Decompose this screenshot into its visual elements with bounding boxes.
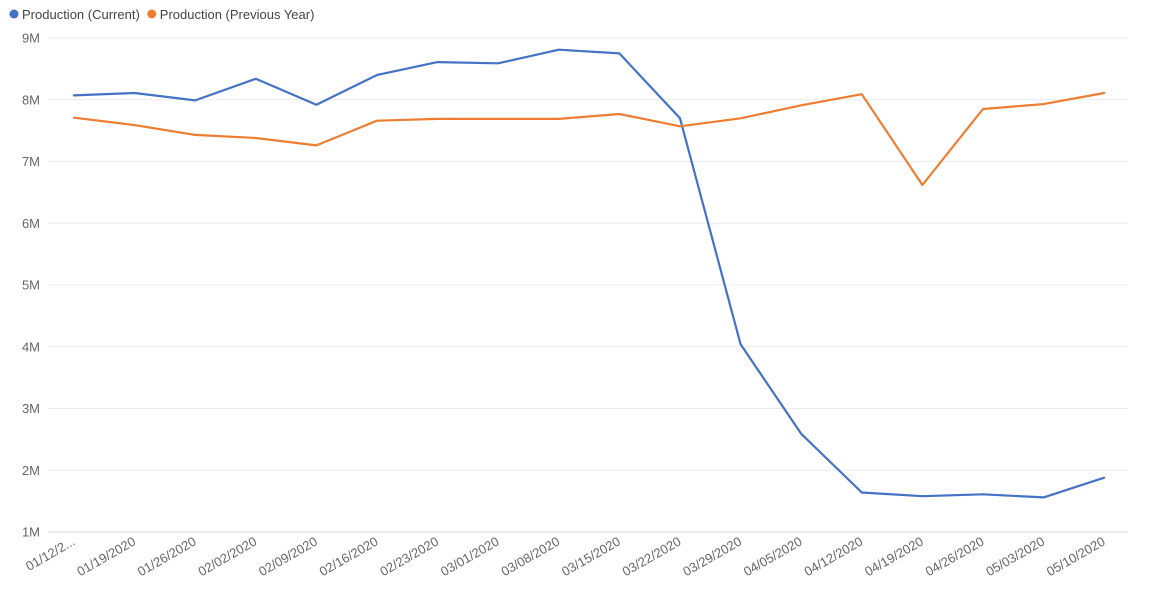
data-point[interactable]	[375, 118, 380, 123]
legend-item-current[interactable]: Production (Current)	[9, 7, 140, 22]
data-point[interactable]	[72, 93, 77, 98]
data-point[interactable]	[193, 98, 198, 103]
y-axis: 1M 2M 3M 4M 5M 6M 7M 8M 9M	[22, 31, 40, 540]
y-tick-label: 1M	[22, 525, 40, 540]
legend-marker-icon	[147, 9, 157, 19]
x-tick-label: 05/10/2020	[1044, 534, 1108, 580]
data-point[interactable]	[132, 123, 137, 128]
data-point[interactable]	[678, 116, 683, 121]
data-point[interactable]	[435, 60, 440, 65]
data-point[interactable]	[253, 136, 258, 141]
data-point[interactable]	[617, 51, 622, 56]
x-tick-label: 03/01/2020	[438, 534, 502, 580]
data-point[interactable]	[496, 61, 501, 66]
data-point[interactable]	[193, 132, 198, 137]
data-point[interactable]	[981, 492, 986, 497]
chart-legend[interactable]: Production (Current) Production (Previous…	[9, 7, 315, 22]
x-tick-label: 03/22/2020	[620, 534, 684, 580]
x-tick-label: 01/19/2020	[74, 534, 138, 580]
y-tick-label: 6M	[22, 216, 40, 231]
x-tick-label: 04/26/2020	[923, 534, 987, 580]
x-tick-label: 01/26/2020	[135, 534, 199, 580]
legend-item-previous-year[interactable]: Production (Previous Year)	[147, 7, 314, 22]
data-point[interactable]	[556, 116, 561, 121]
data-point[interactable]	[375, 73, 380, 78]
legend-marker-icon	[9, 9, 19, 19]
x-tick-label: 03/29/2020	[680, 534, 744, 580]
x-tick-label: 02/23/2020	[377, 534, 441, 580]
x-tick-label: 04/19/2020	[862, 534, 926, 580]
data-point[interactable]	[253, 76, 258, 81]
x-tick-label: 04/12/2020	[801, 534, 865, 580]
x-tick-label: 04/05/2020	[741, 534, 805, 580]
x-axis: 01/12/2...01/19/202001/26/202002/02/2020…	[23, 534, 1108, 580]
data-point[interactable]	[678, 124, 683, 129]
data-point[interactable]	[1041, 102, 1046, 107]
y-tick-label: 9M	[22, 31, 40, 46]
data-point[interactable]	[435, 116, 440, 121]
data-point[interactable]	[1041, 495, 1046, 500]
x-tick-label: 02/09/2020	[256, 534, 320, 580]
chart-gridlines	[48, 37, 1128, 533]
series-line-previous-year[interactable]	[72, 91, 1106, 187]
legend-label: Production (Previous Year)	[160, 7, 315, 22]
data-point[interactable]	[1102, 475, 1107, 480]
data-point[interactable]	[799, 103, 804, 108]
data-point[interactable]	[859, 490, 864, 495]
data-point[interactable]	[981, 107, 986, 112]
data-point[interactable]	[617, 111, 622, 116]
y-tick-label: 4M	[22, 339, 40, 354]
data-point[interactable]	[920, 182, 925, 187]
x-tick-label: 03/15/2020	[559, 534, 623, 580]
x-tick-label: 03/08/2020	[498, 534, 562, 580]
data-point[interactable]	[556, 47, 561, 52]
y-tick-label: 7M	[22, 154, 40, 169]
y-tick-label: 8M	[22, 92, 40, 107]
data-point[interactable]	[799, 431, 804, 436]
x-tick-label: 02/16/2020	[317, 534, 381, 580]
series-line-current[interactable]	[72, 48, 1106, 499]
y-tick-label: 3M	[22, 401, 40, 416]
series-layer	[72, 47, 1107, 500]
data-point[interactable]	[920, 494, 925, 499]
x-tick-label: 01/12/2...	[23, 534, 77, 574]
data-point[interactable]	[72, 115, 77, 120]
legend-label: Production (Current)	[22, 7, 140, 22]
data-point[interactable]	[859, 92, 864, 97]
data-point[interactable]	[496, 116, 501, 121]
data-point[interactable]	[1102, 90, 1107, 95]
x-tick-label: 02/02/2020	[195, 534, 259, 580]
y-tick-label: 2M	[22, 463, 40, 478]
data-point[interactable]	[314, 102, 319, 107]
x-tick-label: 05/03/2020	[983, 534, 1047, 580]
data-point[interactable]	[314, 143, 319, 148]
data-point[interactable]	[738, 342, 743, 347]
data-point[interactable]	[738, 116, 743, 121]
y-tick-label: 5M	[22, 278, 40, 293]
data-point[interactable]	[132, 90, 137, 95]
